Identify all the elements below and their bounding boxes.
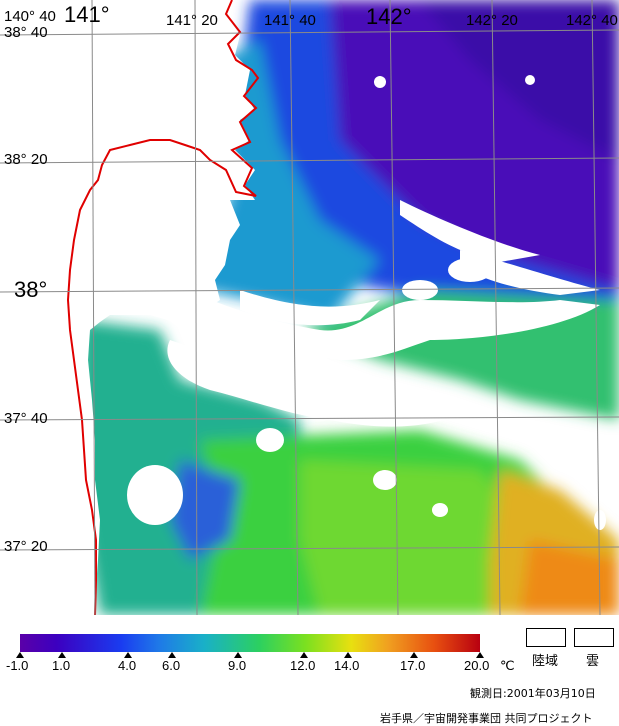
lat-label-37-20: 37° 20 [4,538,48,555]
cloud-swatch [574,628,614,647]
tick-label: 12.0 [290,658,316,673]
tick-mark [234,652,242,658]
tick-label: 1.0 [52,658,71,673]
lon-label-141: 141° [64,2,110,27]
tick-label: 9.0 [228,658,247,673]
cloud-label: 雲 [586,654,600,669]
land-swatch [526,628,566,647]
land-label: 陸域 [532,654,559,669]
lat-label-38: 38° [14,277,48,302]
coastline [66,0,260,615]
lon-label-141-40: 141° 40 [264,12,316,29]
lon-label-140-40: 140° 40 [4,8,56,25]
tick-mark [168,652,176,658]
lat-label-38-20: 38° 20 [4,151,48,168]
tick-mark [16,652,24,658]
lon-label-142: 142° [366,4,412,29]
credit-text: 岩手県／宇宙開発事業団 共同プロジェクト [380,712,593,725]
tick-mark [476,652,484,658]
tick-label: -1.0 [6,658,29,673]
lon-label-142-40: 142° 40 [566,12,618,29]
tick-label: 14.0 [334,658,360,673]
tick-label: 4.0 [118,658,137,673]
tick-label: 17.0 [400,658,426,673]
temperature-colorbar [20,634,480,652]
lat-label-37-40: 37° 40 [4,410,48,427]
land-area [0,0,255,615]
tick-mark [344,652,352,658]
tick-label: 6.0 [162,658,181,673]
tick-mark [124,652,132,658]
observation-date: 観測日:2001年03月10日 [470,687,596,700]
tick-mark [58,652,66,658]
tick-mark [300,652,308,658]
graticule [0,0,619,615]
unit-label: ℃ [500,658,515,673]
cloud-mask [127,75,606,530]
lon-label-141-20: 141° 20 [166,12,218,29]
sea-surface-temperature-map [0,0,619,615]
lon-label-142-20: 142° 20 [466,12,518,29]
tick-mark [410,652,418,658]
tick-label: 20.0 [464,658,490,673]
lat-label-38-40: 38° 40 [4,24,48,41]
temperature-field [80,0,619,615]
